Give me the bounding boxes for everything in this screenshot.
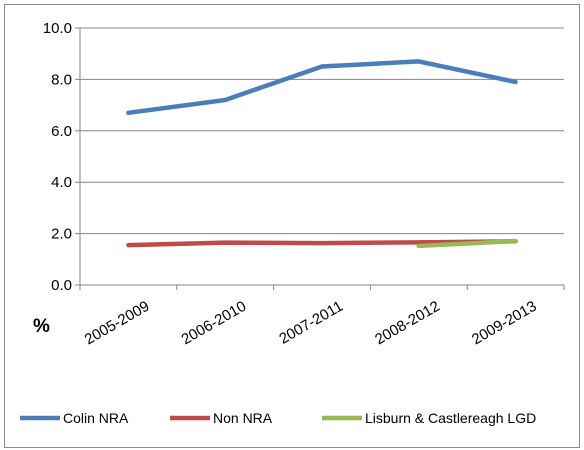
y-tick-label: 0.0 (51, 277, 72, 294)
axes (75, 27, 565, 290)
x-tick-label: 2006-2010 (179, 298, 250, 349)
y-tick-labels: 0.0 2.0 4.0 6.0 8.0 10.0 (43, 20, 72, 294)
y-tick-label: 2.0 (51, 226, 72, 243)
series-line-colin-nra (126, 59, 518, 116)
x-tick-label: 2009-2013 (469, 298, 540, 349)
legend-label: Non NRA (213, 410, 273, 426)
series-lines (126, 59, 518, 249)
legend-label: Colin NRA (63, 410, 129, 426)
legend-label: Lisburn & Castlereagh LGD (365, 410, 536, 426)
legend: Colin NRA Non NRA Lisburn & Castlereagh LG… (20, 410, 536, 426)
y-axis-label: % (33, 316, 50, 337)
series-line-lisburn-castlereagh-lgd (416, 238, 518, 249)
y-tick-label: 8.0 (51, 71, 72, 88)
series-line-non-nra (126, 239, 518, 248)
y-tick-label: 10.0 (43, 20, 72, 37)
x-tick-labels: 2005-2009 2006-2010 2007-2011 2008-2012 2009… (82, 298, 540, 349)
y-tick-label: 4.0 (51, 174, 72, 191)
x-tick-label: 2005-2009 (82, 298, 153, 349)
gridlines (80, 27, 564, 235)
x-tick-label: 2008-2012 (372, 298, 443, 349)
y-tick-label: 6.0 (51, 123, 72, 140)
x-tick-label: 2007-2011 (276, 298, 346, 348)
